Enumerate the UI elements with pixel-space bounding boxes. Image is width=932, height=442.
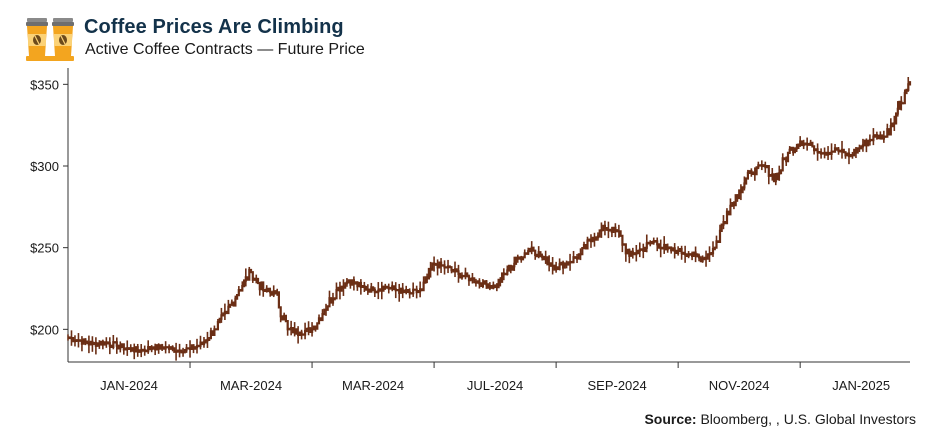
x-tick-label: JUL-2024 — [467, 378, 523, 393]
y-tick-label: $350 — [30, 77, 59, 92]
x-tick-label: JAN-2025 — [832, 378, 890, 393]
x-tick-label: JAN-2024 — [100, 378, 158, 393]
x-tick-label: MAR-2024 — [220, 378, 282, 393]
x-tick-label: MAR-2024 — [342, 378, 404, 393]
x-axis-ticks: JAN-2024 MAR-2024 MAR-2024 JUL-2024 SEP-2024… — [100, 362, 890, 393]
y-axis-ticks: $200 $250 $300 $350 — [30, 77, 68, 337]
chart-subtitle: Active Coffee Contracts — Future Price — [85, 41, 365, 58]
x-tick-label: NOV-2024 — [709, 378, 770, 393]
x-tick-label: SEP-2024 — [587, 378, 646, 393]
source-label: Source: — [644, 411, 697, 427]
price-line — [68, 81, 912, 354]
y-tick-label: $250 — [30, 241, 59, 256]
coffee-cups-icon — [26, 18, 74, 61]
source-note: Source: Bloomberg, , U.S. Global Investo… — [644, 411, 916, 427]
y-tick-label: $300 — [30, 159, 59, 174]
y-tick-label: $200 — [30, 322, 59, 337]
chart-header: Coffee Prices Are Climbing Active Coffee… — [0, 0, 932, 64]
source-text: Bloomberg, , U.S. Global Investors — [696, 411, 916, 427]
price-series — [67, 76, 912, 361]
chart-title: Coffee Prices Are Climbing — [84, 16, 344, 38]
